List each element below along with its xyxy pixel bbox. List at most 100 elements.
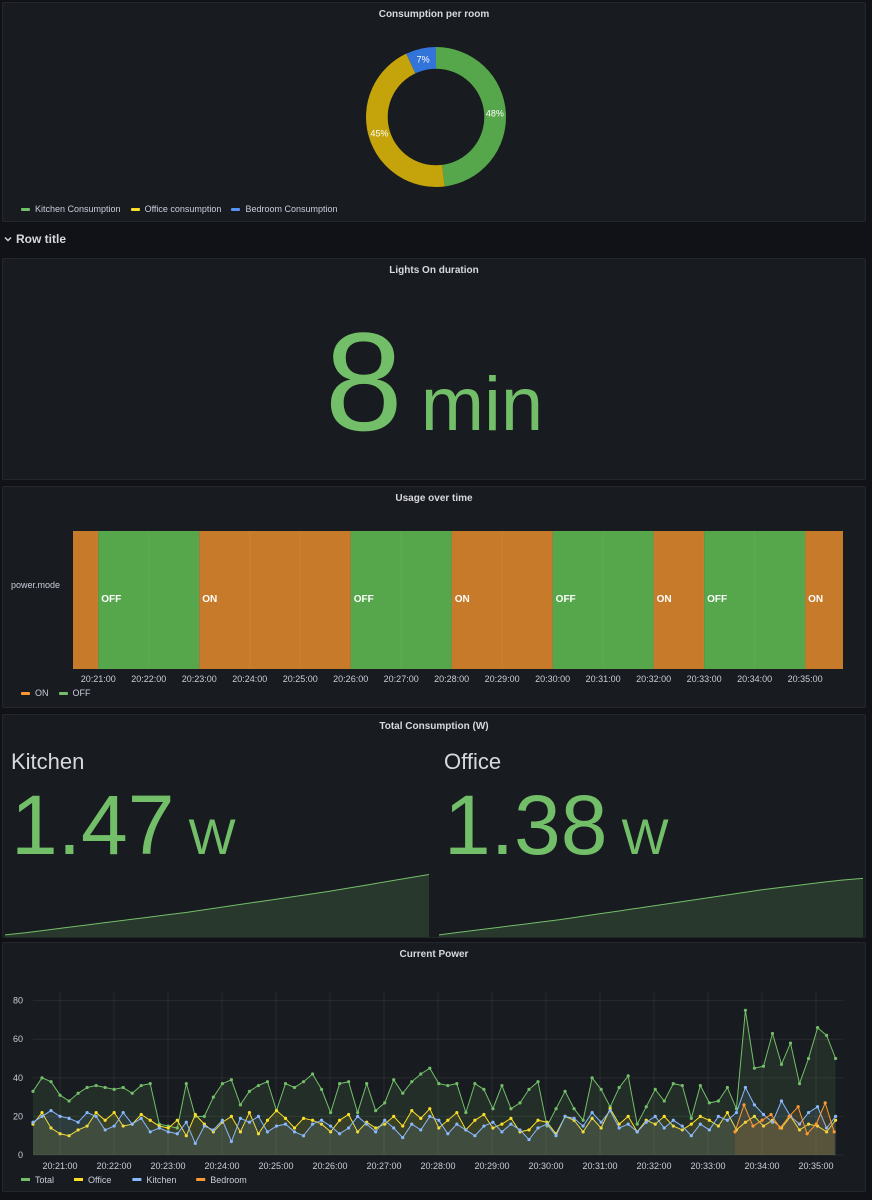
power-point (824, 1130, 829, 1134)
power-point (536, 1118, 540, 1122)
power-point (67, 1099, 71, 1103)
power-point (733, 1130, 737, 1134)
panel-title[interactable]: Consumption per room (378, 9, 490, 20)
power-point (815, 1105, 820, 1109)
power-x-tick: 20:30:00 (528, 1161, 563, 1171)
lights-on-duration-panel: Lights On duration 8 min (2, 258, 866, 480)
sparkline-line (5, 874, 429, 936)
power-point (175, 1118, 179, 1122)
sparkline-area (439, 878, 863, 937)
legend-item-office[interactable]: Office consumption (130, 204, 222, 214)
power-point (590, 1116, 594, 1120)
power-point (319, 1122, 324, 1126)
power-point (536, 1126, 540, 1130)
power-point (662, 1126, 666, 1130)
row-title-text: Row title (16, 232, 66, 246)
legend-item-on[interactable]: ON (21, 688, 49, 698)
power-point (301, 1116, 306, 1120)
legend-swatch (21, 691, 30, 695)
power-point (148, 1118, 152, 1122)
power-point (491, 1126, 495, 1130)
power-point (707, 1128, 711, 1132)
power-point (49, 1126, 53, 1130)
power-point (301, 1080, 306, 1084)
power-series-area (33, 1087, 836, 1155)
state-segment (350, 531, 452, 669)
power-point (157, 1126, 161, 1130)
power-point (554, 1107, 558, 1111)
power-x-tick: 20:34:00 (744, 1161, 779, 1171)
panel-title[interactable]: Lights On duration (389, 265, 479, 276)
power-point (671, 1118, 675, 1122)
power-point (139, 1112, 143, 1117)
power-point (788, 1041, 793, 1045)
power-x-tick: 20:33:00 (690, 1161, 725, 1171)
consumption-per-room-panel: Consumption per room 48% 45% 7% Kitchen Co… (2, 2, 866, 222)
power-legend-swatch (74, 1178, 83, 1181)
power-point (473, 1118, 477, 1122)
power-point (671, 1082, 675, 1086)
power-point (193, 1141, 197, 1146)
power-point (464, 1110, 468, 1115)
legend-item-off[interactable]: OFF (58, 688, 91, 698)
power-point (310, 1118, 315, 1122)
power-point (437, 1126, 441, 1130)
power-point (301, 1134, 306, 1138)
power-point (536, 1080, 540, 1084)
timeline-row-label: power.mode (11, 580, 60, 590)
power-point (392, 1078, 396, 1082)
power-point (94, 1110, 98, 1115)
power-point (94, 1114, 98, 1119)
power-point (832, 1130, 836, 1134)
power-point (85, 1124, 89, 1128)
stat-unit: W (621, 809, 669, 865)
stat-unit: min (420, 362, 544, 447)
power-point (716, 1114, 720, 1119)
power-point (509, 1107, 513, 1111)
power-point (725, 1085, 729, 1090)
power-point (834, 1118, 838, 1122)
state-segment (653, 531, 705, 669)
power-point (148, 1130, 152, 1134)
power-point (319, 1087, 324, 1091)
power-point (166, 1126, 170, 1130)
power-point (356, 1110, 360, 1115)
power-point (779, 1062, 784, 1066)
state-segment (73, 531, 99, 669)
power-point (112, 1124, 116, 1128)
panel-title[interactable]: Total Consumption (W) (379, 721, 489, 732)
power-point (374, 1109, 378, 1113)
legend-item-kitchen[interactable]: Kitchen Consumption (21, 204, 121, 214)
power-point (563, 1114, 567, 1119)
row-header[interactable]: Row title (4, 232, 66, 246)
power-point (806, 1110, 811, 1115)
power-point (256, 1132, 261, 1136)
power-point (292, 1126, 297, 1130)
stat-value: 8 (324, 303, 403, 460)
power-point (716, 1124, 720, 1128)
power-x-tick: 20:32:00 (636, 1161, 671, 1171)
power-point (689, 1134, 693, 1138)
power-point (680, 1124, 684, 1128)
power-point (310, 1122, 315, 1126)
power-point (283, 1122, 288, 1126)
power-x-tick: 20:23:00 (150, 1161, 185, 1171)
timeline-x-tick: 20:35:00 (788, 674, 823, 684)
state-segment-label: ON (808, 594, 823, 605)
legend-label: Office consumption (144, 204, 222, 214)
state-segment (451, 531, 553, 669)
power-point (76, 1128, 80, 1132)
legend-item-bedroom[interactable]: Bedroom Consumption (231, 204, 338, 214)
state-segment-label: OFF (707, 594, 727, 605)
power-point (112, 1087, 116, 1091)
power-point (752, 1103, 757, 1107)
power-point (274, 1124, 279, 1128)
power-x-tick: 20:27:00 (366, 1161, 401, 1171)
panel-title[interactable]: Usage over time (395, 493, 473, 504)
power-point (671, 1124, 675, 1128)
panel-title[interactable]: Current Power (399, 949, 469, 960)
stat-number: 1.47 (11, 778, 175, 872)
power-point (139, 1116, 143, 1120)
power-point (770, 1031, 775, 1036)
power-point (229, 1139, 233, 1144)
